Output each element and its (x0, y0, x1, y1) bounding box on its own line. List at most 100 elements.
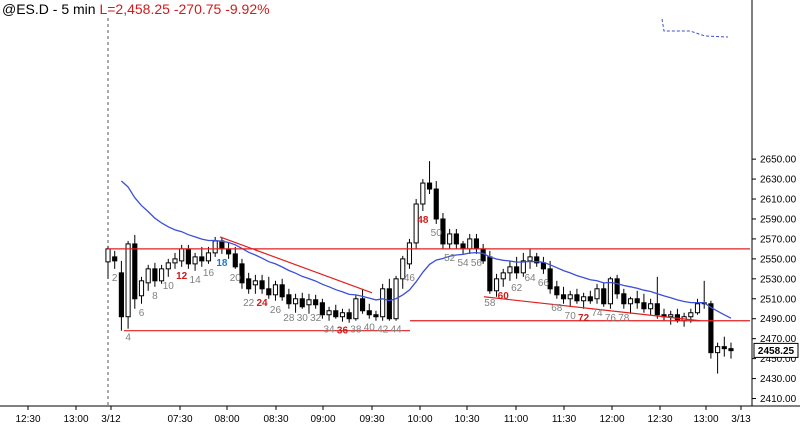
bar-number-label: 50 (431, 228, 443, 239)
bear-trendline-lower (483, 296, 701, 322)
candle-body (105, 248, 111, 263)
candle-body (540, 262, 547, 270)
bar-number-label: 34 (324, 325, 336, 336)
candle-body (560, 294, 567, 300)
bar-number-label: 36 (337, 326, 349, 337)
candle-body (554, 286, 560, 296)
last-price-label: L=2,458.25 (99, 1, 170, 17)
time-tick-label: 11:30 (552, 414, 577, 425)
price-tick-label: 2630.00 (760, 175, 797, 186)
time-tick-label: 10:30 (454, 414, 479, 425)
candle-body (138, 280, 145, 297)
trendlines-layer (108, 236, 750, 332)
bar-number-label: 60 (498, 291, 510, 302)
candle-body (547, 268, 553, 290)
candle-body (413, 203, 419, 244)
candle-body (426, 182, 433, 190)
candle-body (185, 248, 191, 265)
candle-body (487, 256, 493, 292)
candle-body (172, 258, 178, 264)
bar-number-label: 30 (297, 313, 309, 324)
candle-body (359, 298, 366, 312)
candle-body (581, 296, 587, 302)
bar-number-label: 16 (203, 268, 215, 279)
candle-body (179, 248, 185, 262)
time-tick-label: 10:00 (407, 414, 432, 425)
candle-body (614, 278, 620, 295)
chart-header: @ES.D - 5 min L=2,458.25 -270.75 -9.92% (2, 1, 270, 17)
time-tick-label: 12:30 (15, 414, 40, 425)
bar-number-label: 72 (578, 313, 590, 324)
candle-body (406, 242, 413, 265)
candle-body (601, 288, 607, 305)
candle-body (534, 256, 540, 264)
candle-body (326, 310, 332, 316)
previous-day-ema-line (661, 18, 729, 38)
candle-body (252, 280, 258, 286)
bar-number-label: 54 (457, 258, 469, 269)
candle-body (386, 288, 392, 320)
candle-body (380, 288, 386, 318)
bar-number-label: 58 (484, 298, 496, 309)
candle-body (266, 288, 272, 296)
candle-body (627, 298, 634, 305)
bar-number-label: 66 (538, 278, 550, 289)
candle-body (232, 253, 238, 268)
bar-number-label: 38 (350, 325, 362, 336)
candle-body (514, 266, 520, 274)
candle-body (668, 314, 674, 318)
candle-body (460, 243, 466, 250)
candle-body (145, 268, 151, 284)
candle-body (152, 268, 158, 282)
candle-body (205, 252, 212, 262)
bar-number-label: 62 (511, 283, 523, 294)
time-tick-label: 13:00 (63, 414, 88, 425)
candle-body (721, 346, 727, 350)
candle-body (493, 278, 500, 292)
bar-number-label: 12 (176, 271, 188, 282)
price-tick-label: 2550.00 (760, 254, 797, 265)
ema-layer (120, 180, 732, 319)
time-tick-label: 13:00 (693, 414, 718, 425)
candle-body (259, 280, 265, 290)
candle-body (694, 303, 701, 314)
bar-number-label: 52 (444, 253, 456, 264)
candle-body (339, 312, 346, 318)
candle-body (634, 298, 640, 304)
candle-body (125, 243, 131, 318)
candle-body (621, 293, 627, 305)
bar-number-label: 10 (163, 281, 175, 292)
bar-number-label: 44 (390, 325, 402, 336)
candle-body (159, 268, 165, 282)
bar-number-label: 56 (471, 258, 483, 269)
bar-number-label: 42 (377, 325, 389, 336)
candle-body (272, 284, 279, 296)
candle-body (373, 314, 379, 318)
candle-body (447, 233, 453, 245)
candle-body (306, 299, 312, 306)
candle-body (587, 296, 593, 302)
price-tick-label: 2510.00 (760, 294, 797, 305)
candle-body (500, 272, 506, 280)
time-tick-label: 12:00 (599, 414, 624, 425)
candle-body (239, 263, 245, 284)
bar-number-label: 26 (270, 305, 282, 316)
time-tick-label: 09:00 (310, 414, 335, 425)
candle-body (112, 256, 118, 262)
candle-body (715, 346, 721, 354)
candle-body (118, 272, 124, 318)
candle-body (654, 303, 660, 316)
candle-body (440, 218, 446, 245)
candle-body (279, 284, 285, 298)
bar-number-label: 64 (524, 273, 536, 284)
bar-number-label: 78 (618, 313, 630, 324)
symbol-label: @ES.D - 5 min (2, 1, 96, 17)
bar-number-label: 28 (283, 313, 295, 324)
price-tick-label: 2490.00 (760, 314, 797, 325)
candle-body (507, 266, 513, 274)
candle-body (353, 298, 359, 320)
bear-trendline-upper (219, 236, 373, 294)
price-tick-label: 2570.00 (760, 234, 797, 245)
